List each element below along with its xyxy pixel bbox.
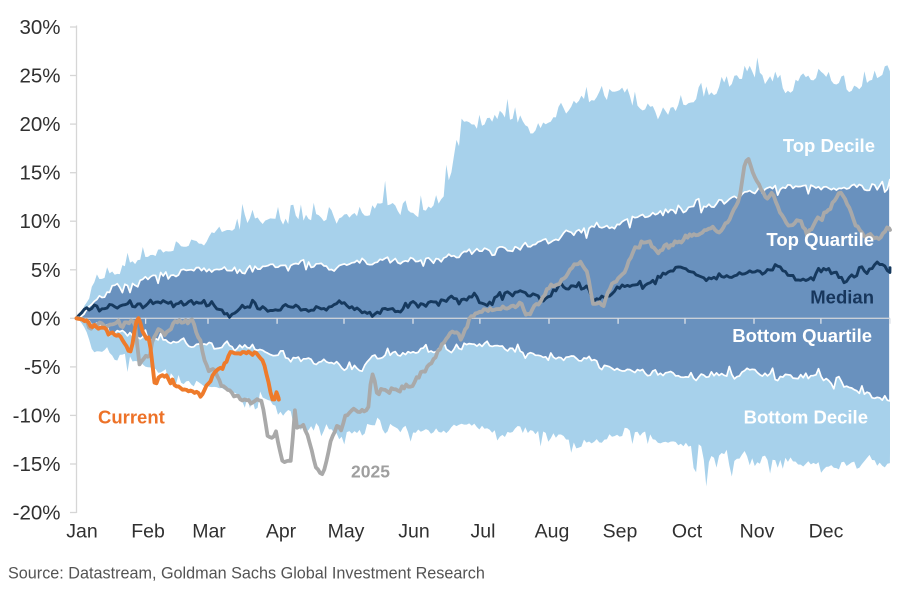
svg-text:15%: 15% <box>19 162 60 185</box>
svg-text:Top Quartile: Top Quartile <box>766 229 874 250</box>
svg-text:30%: 30% <box>19 16 60 39</box>
svg-text:May: May <box>328 521 365 543</box>
svg-text:Mar: Mar <box>192 521 226 543</box>
svg-text:Median: Median <box>810 287 874 308</box>
svg-text:25%: 25% <box>19 65 60 88</box>
svg-text:Aug: Aug <box>535 521 570 543</box>
svg-text:Top Decile: Top Decile <box>783 135 875 156</box>
svg-text:Feb: Feb <box>131 521 165 543</box>
svg-text:2025: 2025 <box>351 462 390 482</box>
svg-text:-5%: -5% <box>24 356 60 379</box>
svg-text:Bottom Quartile: Bottom Quartile <box>732 325 872 346</box>
svg-text:-15%: -15% <box>13 453 61 476</box>
svg-text:Apr: Apr <box>266 521 297 543</box>
svg-text:Current: Current <box>98 407 165 428</box>
svg-text:Source: Datastream, Goldman Sa: Source: Datastream, Goldman Sachs Global… <box>8 565 485 583</box>
svg-text:Jul: Jul <box>471 521 496 543</box>
svg-text:Jun: Jun <box>398 521 429 543</box>
svg-text:10%: 10% <box>19 210 60 233</box>
svg-text:Bottom Decile: Bottom Decile <box>744 407 868 428</box>
svg-text:Oct: Oct <box>672 521 703 543</box>
svg-text:20%: 20% <box>19 113 60 136</box>
svg-text:Nov: Nov <box>740 521 775 543</box>
svg-text:0%: 0% <box>31 307 61 330</box>
svg-text:-20%: -20% <box>13 502 61 525</box>
svg-text:Dec: Dec <box>809 521 844 543</box>
svg-text:Sep: Sep <box>603 521 638 543</box>
svg-text:Jan: Jan <box>66 521 97 543</box>
svg-text:5%: 5% <box>31 259 61 282</box>
svg-text:-10%: -10% <box>13 404 61 427</box>
